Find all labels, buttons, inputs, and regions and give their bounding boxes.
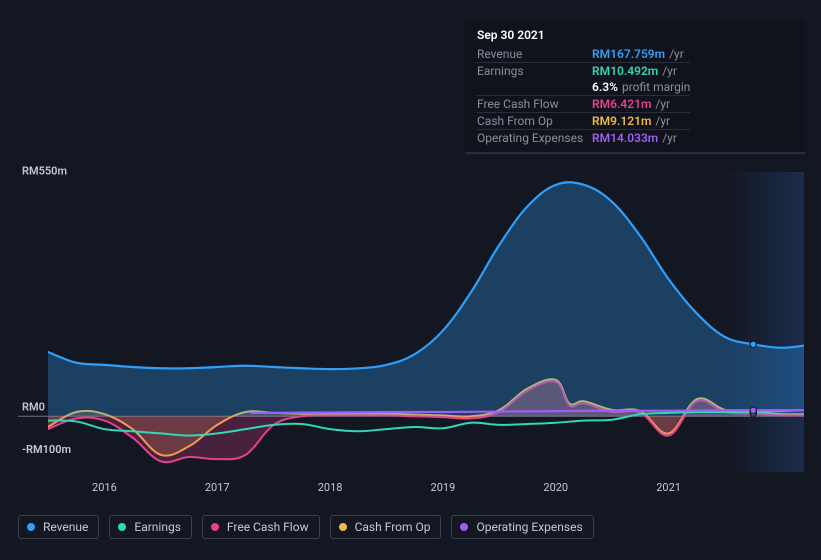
legend-label: Free Cash Flow	[227, 520, 309, 534]
legend-label: Earnings	[134, 520, 181, 534]
tooltip-row-label: Operating Expenses	[477, 130, 592, 147]
series-marker-revenue	[750, 341, 756, 347]
legend-item-revenue[interactable]: Revenue	[18, 515, 99, 539]
x-axis-label: 2017	[205, 481, 230, 494]
tooltip-date: Sep 30 2021	[477, 28, 793, 42]
tooltip-row-value: 6.3%profit margin	[592, 79, 690, 96]
tooltip-row-label: Earnings	[477, 63, 592, 80]
x-axis-label: 2020	[543, 481, 568, 494]
legend-label: Operating Expenses	[476, 520, 582, 534]
legend-item-opex[interactable]: Operating Expenses	[451, 515, 593, 539]
tooltip-row-value: RM9.121m/yr	[592, 113, 690, 130]
x-axis-label: 2019	[431, 481, 456, 494]
chart-legend: Revenue Earnings Free Cash Flow Cash From O…	[18, 515, 594, 539]
x-axis-label: 2016	[92, 481, 117, 494]
tooltip-row-label: Cash From Op	[477, 113, 592, 130]
legend-item-free_cash_flow[interactable]: Free Cash Flow	[202, 515, 320, 539]
legend-item-earnings[interactable]: Earnings	[109, 515, 192, 539]
forecast-region	[725, 172, 804, 472]
legend-label: Cash From Op	[355, 520, 431, 534]
y-axis-label: -RM100m	[22, 443, 71, 456]
legend-item-cash_from_op[interactable]: Cash From Op	[330, 515, 442, 539]
chart-tooltip: Sep 30 2021 RevenueRM167.759m/yrEarnings…	[465, 20, 805, 154]
y-axis-label: RM550m	[22, 165, 67, 178]
tooltip-row-value: RM6.421m/yr	[592, 96, 690, 113]
tooltip-row-label: Revenue	[477, 46, 592, 63]
series-marker-opex	[750, 407, 756, 413]
tooltip-row-value: RM10.492m/yr	[592, 63, 690, 80]
tooltip-table: RevenueRM167.759m/yrEarningsRM10.492m/yr…	[477, 46, 690, 146]
x-axis-label: 2021	[656, 481, 681, 494]
x-axis-label: 2018	[318, 481, 343, 494]
series-fill-revenue	[48, 182, 804, 416]
tooltip-row-value: RM14.033m/yr	[592, 130, 690, 147]
legend-dot-icon	[27, 523, 35, 531]
legend-dot-icon	[211, 523, 219, 531]
tooltip-row-value: RM167.759m/yr	[592, 46, 690, 63]
tooltip-row-label: Free Cash Flow	[477, 96, 592, 113]
legend-dot-icon	[460, 523, 468, 531]
tooltip-row-label	[477, 79, 592, 96]
legend-label: Revenue	[43, 520, 88, 534]
legend-dot-icon	[339, 523, 347, 531]
y-axis-label: RM0	[22, 400, 45, 413]
legend-dot-icon	[118, 523, 126, 531]
